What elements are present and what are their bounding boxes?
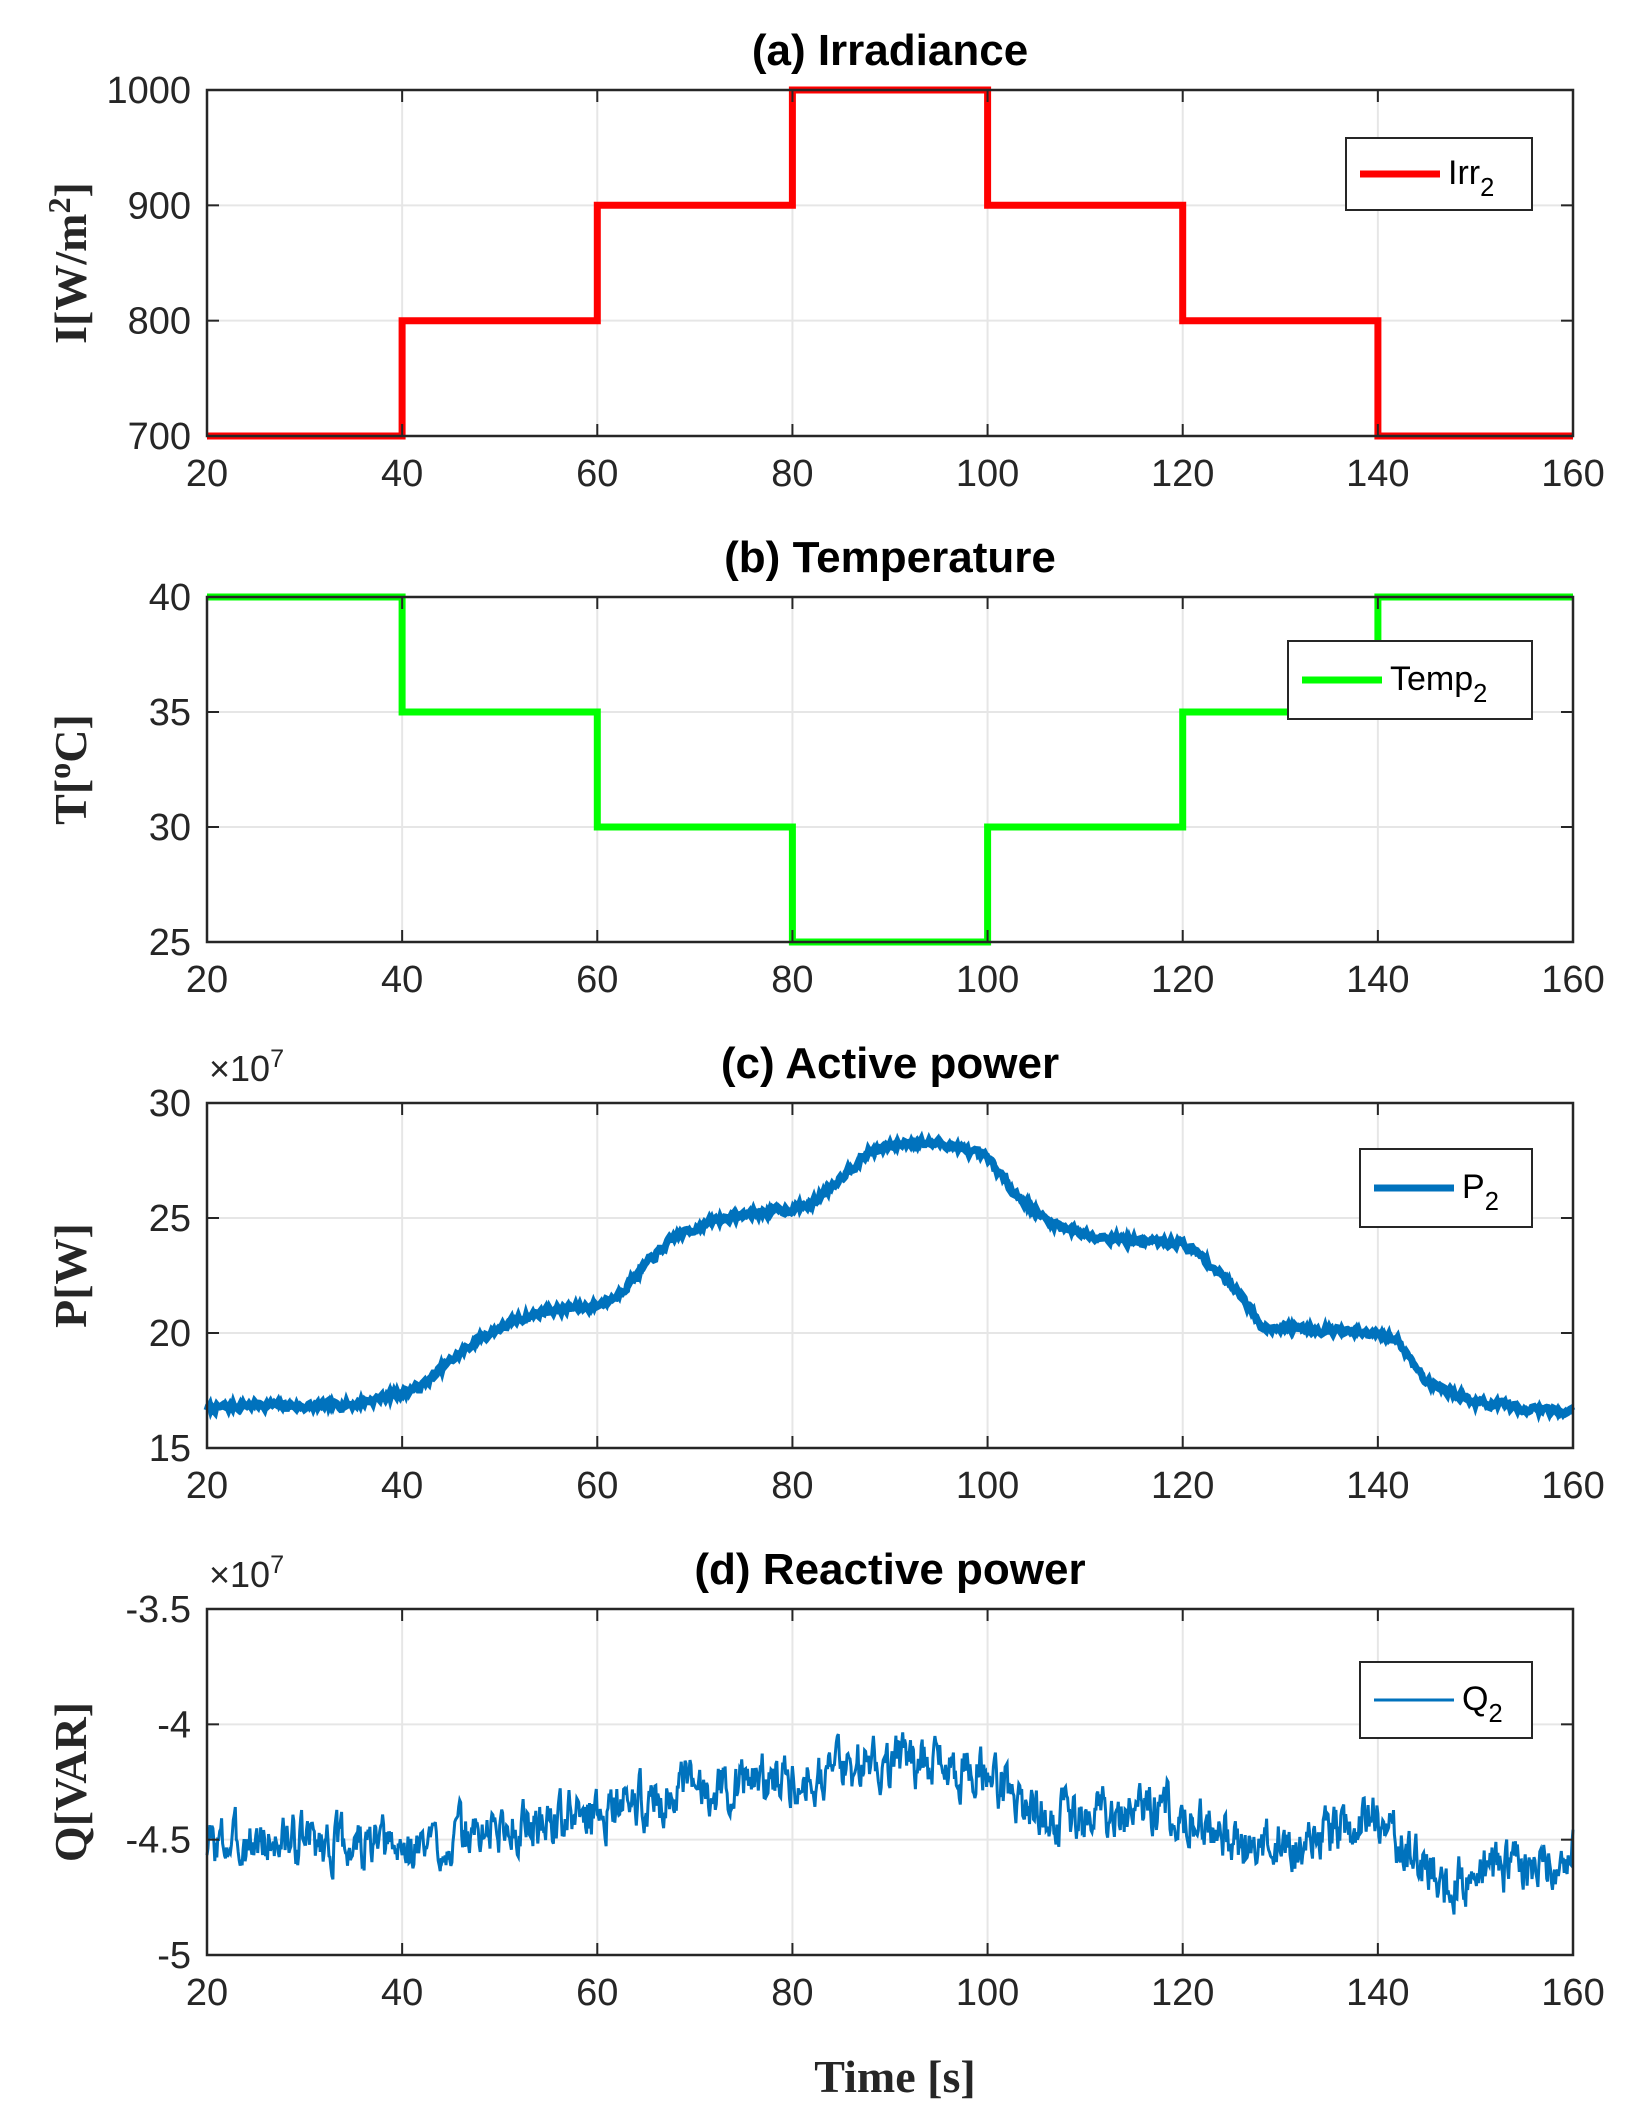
axes-box — [205, 1101, 1575, 1450]
y-tick-label: 25 — [149, 1198, 191, 1240]
series-line-Q2 — [205, 1732, 1575, 1915]
chart-panel-a: 20 40 60 80 100 120 140 160 700 800 900 1000 (a) Irr… — [41, 26, 1605, 495]
y-tick-label: -4 — [157, 1704, 191, 1746]
x-tick-label: 40 — [381, 453, 423, 495]
y-tick-label: 15 — [149, 1428, 191, 1470]
legend: Irr2 — [1345, 137, 1533, 211]
x-tick-label: 100 — [956, 453, 1019, 495]
y-tick-label: -3.5 — [126, 1589, 191, 1631]
legend-label: P2 — [1462, 1168, 1499, 1216]
y-axis-label: P[W] — [45, 1223, 96, 1328]
chart-panel-b: 20 40 60 80 100 120 140 160 25 30 35 40 (b) Temperat… — [41, 533, 1605, 1001]
x-tick-label: 60 — [576, 453, 618, 495]
x-tick-label: 20 — [186, 959, 228, 1001]
legend-label: Q2 — [1462, 1680, 1503, 1728]
chart-title: (c) Active power — [721, 1039, 1059, 1088]
x-tick-label: 160 — [1541, 1972, 1604, 2014]
axes-box — [205, 88, 1575, 438]
y-tick-label: 1000 — [106, 70, 191, 112]
x-tick-label: 100 — [956, 1465, 1019, 1507]
y-axis-label: T[oC] — [41, 714, 96, 825]
axes-box — [205, 1607, 1575, 1957]
chart-title: (a) Irradiance — [752, 26, 1028, 75]
x-tick-label: 20 — [186, 1465, 228, 1507]
y-tick-label: 30 — [149, 807, 191, 849]
y-tick-label: 20 — [149, 1313, 191, 1355]
y-tick-label: 25 — [149, 922, 191, 964]
x-tick-label: 100 — [956, 1972, 1019, 2014]
chart-panel-d: 20 40 60 80 100 120 140 160 -5 -4.5 -4 -3.5 (d) Reac… — [45, 1545, 1605, 2014]
y-tick-label: 900 — [128, 185, 191, 227]
x-tick-label: 40 — [381, 1972, 423, 2014]
y-tick-label: 30 — [149, 1083, 191, 1125]
chart-title: (b) Temperature — [724, 533, 1056, 582]
y-axis-label: I[W/m2] — [41, 182, 96, 344]
y-tick-label: 800 — [128, 301, 191, 343]
legend: Temp2 — [1287, 640, 1533, 720]
x-tick-label: 80 — [771, 959, 813, 1001]
chart-title: (d) Reactive power — [694, 1545, 1085, 1594]
x-tick-label: 100 — [956, 959, 1019, 1001]
x-tick-label: 120 — [1151, 1465, 1214, 1507]
x-axis-label: Time [s] — [814, 2051, 975, 2102]
plot-area — [207, 1103, 1573, 1448]
x-tick-label: 40 — [381, 1465, 423, 1507]
legend-label: Temp2 — [1390, 660, 1487, 708]
y-tick-label: 700 — [128, 416, 191, 458]
axes-box — [205, 595, 1575, 944]
x-tick-label: 160 — [1541, 453, 1604, 495]
x-tick-label: 20 — [186, 1972, 228, 2014]
x-tick-label: 80 — [771, 1465, 813, 1507]
y-tick-label: -4.5 — [126, 1820, 191, 1862]
x-tick-label: 140 — [1346, 453, 1409, 495]
x-tick-label: 160 — [1541, 959, 1604, 1001]
x-tick-label: 140 — [1346, 1465, 1409, 1507]
x-tick-label: 120 — [1151, 959, 1214, 1001]
x-tick-label: 120 — [1151, 1972, 1214, 2014]
legend: Q2 — [1359, 1661, 1533, 1739]
x-tick-label: 60 — [576, 959, 618, 1001]
x-tick-label: 60 — [576, 1465, 618, 1507]
x-tick-label: 20 — [186, 453, 228, 495]
x-tick-label: 40 — [381, 959, 423, 1001]
axis-multiplier: ×107 — [209, 1045, 284, 1089]
x-tick-label: 160 — [1541, 1465, 1604, 1507]
legend-label: Irr2 — [1448, 154, 1494, 202]
y-axis-label: Q[VAR] — [45, 1702, 96, 1862]
x-tick-label: 60 — [576, 1972, 618, 2014]
x-tick-label: 120 — [1151, 453, 1214, 495]
x-tick-label: 140 — [1346, 959, 1409, 1001]
series-line-P2 — [203, 1130, 1576, 1424]
y-tick-label: 40 — [149, 577, 191, 619]
legend: P2 — [1359, 1148, 1533, 1228]
y-tick-label: -5 — [157, 1935, 191, 1977]
axis-multiplier: ×107 — [209, 1551, 284, 1595]
x-tick-label: 80 — [771, 1972, 813, 2014]
x-tick-label: 140 — [1346, 1972, 1409, 2014]
y-tick-label: 35 — [149, 692, 191, 734]
x-tick-label: 80 — [771, 453, 813, 495]
